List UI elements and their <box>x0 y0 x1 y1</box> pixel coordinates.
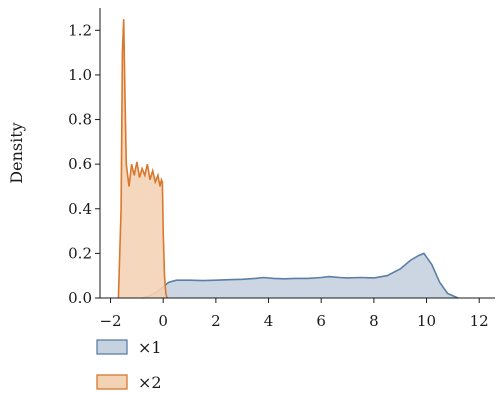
x-tick-label: 4 <box>264 312 274 330</box>
legend-label: ×1 <box>138 338 162 357</box>
y-tick-label: 0.4 <box>68 200 92 218</box>
legend: ×1 ×2 <box>96 338 162 392</box>
x-ticks: −2 0 2 4 6 8 10 12 <box>99 298 489 330</box>
x-tick-label: 12 <box>470 312 489 330</box>
x-tick-label: 10 <box>417 312 436 330</box>
y-tick-label: 0.0 <box>68 289 92 307</box>
series-1-area <box>142 253 459 298</box>
x-tick-label: −2 <box>99 312 121 330</box>
legend-label: ×2 <box>138 373 162 392</box>
x-tick-label: 2 <box>211 312 221 330</box>
y-tick-label: 0.6 <box>68 155 92 173</box>
x-tick-label: 8 <box>369 312 379 330</box>
legend-swatch <box>96 339 128 355</box>
plot-area <box>117 19 459 299</box>
series-2-line <box>117 19 168 299</box>
legend-swatch <box>96 374 128 390</box>
y-tick-label: 1.2 <box>68 21 92 39</box>
y-axis-label: Density <box>7 122 26 183</box>
y-tick-label: 0.2 <box>68 244 92 262</box>
series-1-line <box>141 252 459 299</box>
x-tick-label: 6 <box>316 312 326 330</box>
axes <box>99 8 495 299</box>
series-2-area <box>118 19 168 298</box>
y-tick-label: 0.8 <box>68 111 92 129</box>
y-ticks: 0.0 0.2 0.4 0.6 0.8 1.0 1.2 <box>68 21 100 307</box>
x-tick-label: 0 <box>158 312 168 330</box>
y-tick-label: 1.0 <box>68 66 92 84</box>
